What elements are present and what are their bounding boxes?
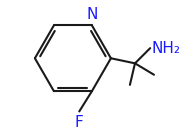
Text: N: N (86, 7, 98, 22)
Text: F: F (75, 115, 84, 130)
Text: NH₂: NH₂ (151, 41, 180, 56)
